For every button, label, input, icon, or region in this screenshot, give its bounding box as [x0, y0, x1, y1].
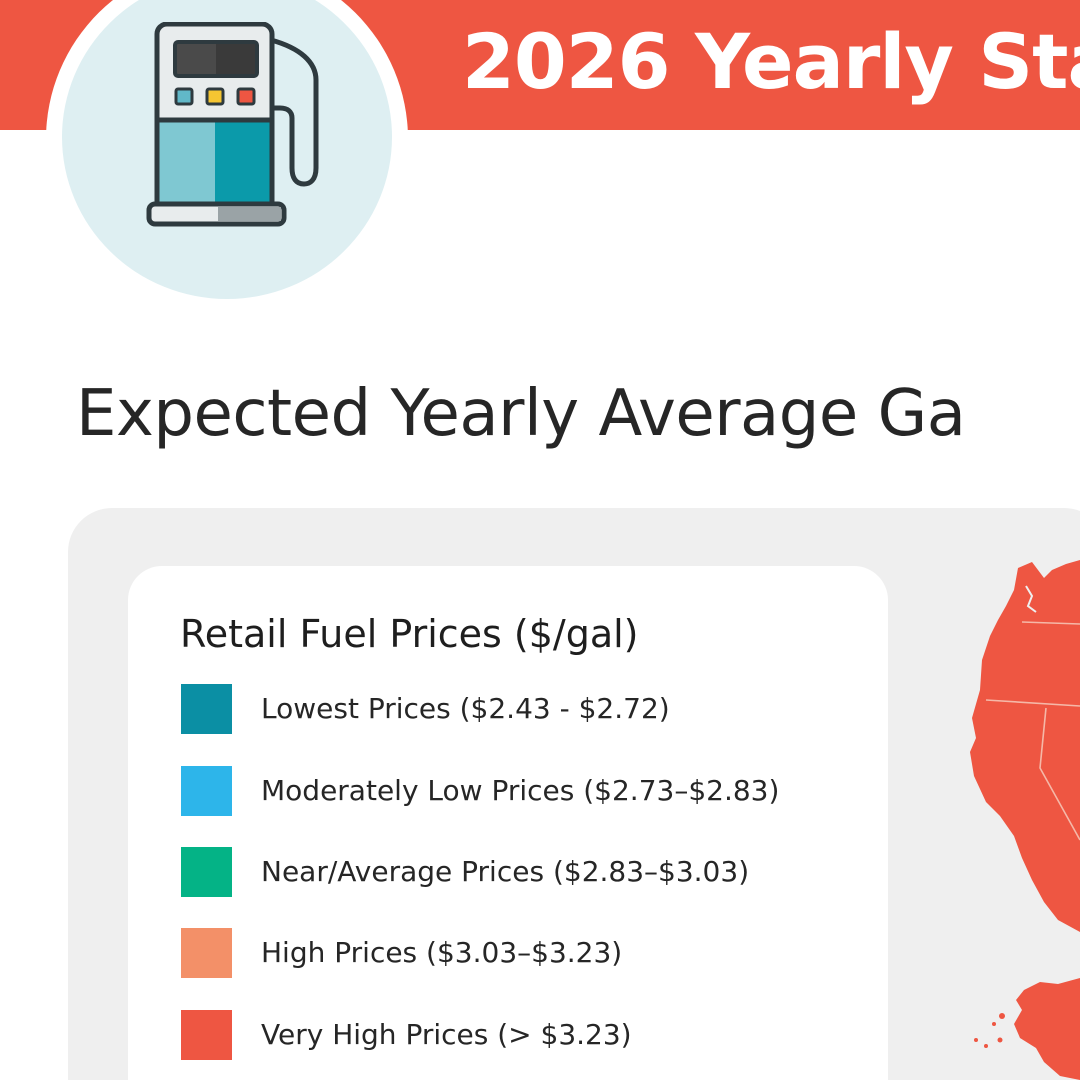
- legend-label: High Prices ($3.03–$3.23): [261, 936, 623, 969]
- legend-item-near-average: Near/Average Prices ($2.83–$3.03): [180, 847, 880, 899]
- legend-card: [128, 566, 888, 1080]
- legend-title: Retail Fuel Prices ($/gal): [180, 612, 639, 656]
- banner-title: 2026 Yearly Sta: [462, 17, 1080, 106]
- us-state-map: [970, 560, 1080, 1080]
- legend-label: Near/Average Prices ($2.83–$3.03): [261, 855, 750, 888]
- legend-swatch: [181, 847, 232, 897]
- legend-swatch: [181, 928, 232, 978]
- legend-swatch: [181, 766, 232, 816]
- legend-label: Very High Prices (> $3.23): [261, 1018, 632, 1051]
- legend-label: Moderately Low Prices ($2.73–$2.83): [261, 774, 780, 807]
- map-state-borders: [985, 621, 1080, 841]
- legend-item-moderately-low: Moderately Low Prices ($2.73–$2.83): [180, 766, 880, 818]
- legend-swatch: [181, 684, 232, 734]
- legend-label: Lowest Prices ($2.43 - $2.72): [261, 692, 670, 725]
- gas-pump-icon: [146, 22, 319, 227]
- map-puget-inlet: [1025, 585, 1037, 613]
- legend-item-very-high: Very High Prices (> $3.23): [180, 1010, 880, 1062]
- map-alaska: [1014, 978, 1080, 1080]
- legend-item-lowest: Lowest Prices ($2.43 - $2.72): [180, 684, 880, 736]
- section-heading: Expected Yearly Average Ga: [76, 377, 966, 451]
- map-western-states: [970, 560, 1080, 932]
- legend-swatch: [181, 1010, 232, 1060]
- legend-item-high: High Prices ($3.03–$3.23): [180, 928, 880, 980]
